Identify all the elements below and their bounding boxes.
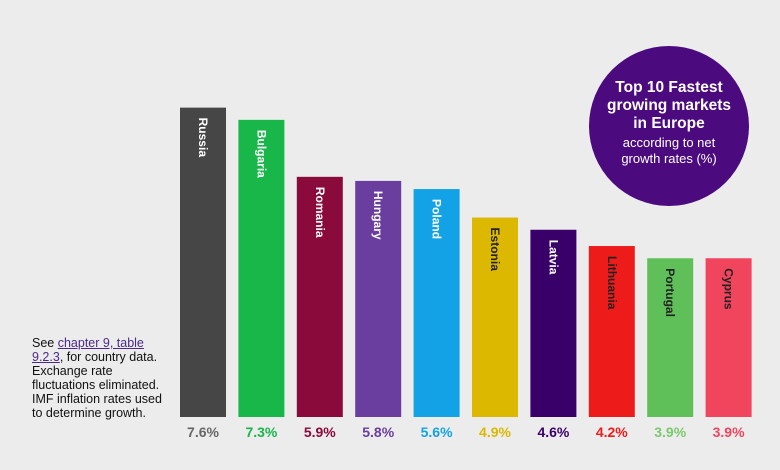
- value-label: 4.9%: [479, 424, 511, 440]
- footnote: See chapter 9, table 9.2.3, for country …: [32, 336, 172, 420]
- footnote-suffix: , for country data. Exchange rate fluctu…: [32, 350, 162, 420]
- bar-hungary: [355, 180, 402, 417]
- category-label: Poland: [430, 199, 444, 239]
- value-label: 7.6%: [187, 424, 219, 440]
- bar-estonia: [472, 217, 518, 417]
- category-label: Cyprus: [722, 268, 736, 310]
- bar-poland: [413, 189, 460, 417]
- category-label: Estonia: [488, 228, 502, 272]
- bar-portugal: [647, 258, 694, 417]
- value-label: 4.2%: [596, 424, 628, 440]
- value-label: 3.9%: [654, 424, 686, 440]
- value-label: 3.9%: [713, 424, 745, 440]
- category-label: Hungary: [371, 191, 385, 240]
- value-label: 4.6%: [537, 424, 569, 440]
- bar-cyprus: [705, 258, 752, 417]
- value-label: 7.3%: [245, 424, 277, 440]
- chart-title: Top 10 Fastest growing markets in Europe: [606, 79, 732, 132]
- value-label: 5.9%: [304, 424, 336, 440]
- bar-russia: [180, 107, 226, 418]
- category-label: Bulgaria: [254, 130, 268, 178]
- value-label: 5.6%: [421, 424, 453, 440]
- bar-romania: [296, 176, 343, 417]
- category-label: Portugal: [663, 268, 677, 317]
- title-badge: Top 10 Fastest growing markets in Europe…: [589, 46, 749, 206]
- category-label: Russia: [196, 118, 210, 158]
- bar-lithuania: [588, 246, 635, 417]
- chapter-link[interactable]: chapter 9, table 9.2.3: [32, 336, 144, 364]
- category-label: Romania: [313, 187, 327, 238]
- category-label: Lithuania: [605, 256, 619, 310]
- bar-bulgaria: [238, 119, 285, 418]
- value-label: 5.8%: [362, 424, 394, 440]
- footnote-prefix: See: [32, 336, 58, 350]
- category-label: Latvia: [546, 240, 560, 275]
- chart-subtitle: according to net growth rates (%): [621, 135, 717, 166]
- bar-latvia: [530, 229, 577, 417]
